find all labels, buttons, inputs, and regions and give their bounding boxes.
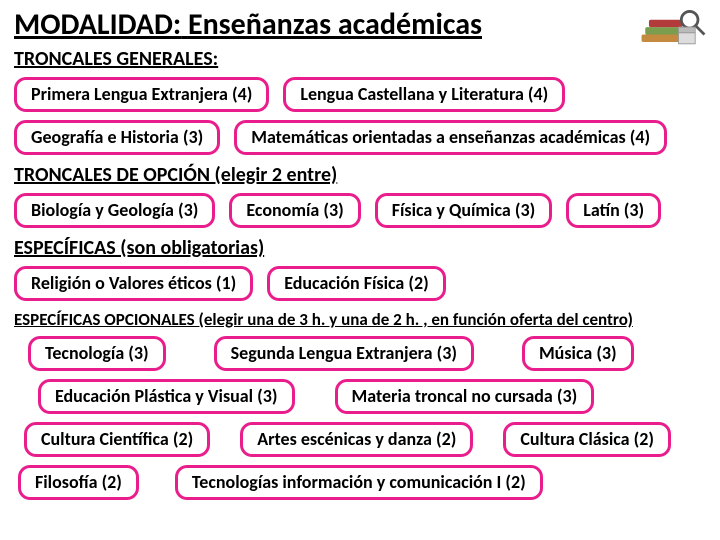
subject-pill: Latín (3) (566, 193, 661, 228)
title-prefix: MODALIDAD: (14, 6, 181, 43)
subject-pill: Cultura Clásica (2) (503, 422, 671, 457)
subject-pill: Tecnología (3) (28, 336, 166, 371)
subject-pill: Artes escénicas y danza (2) (240, 422, 473, 457)
slide-page: MODALIDAD: Enseñanzas académicas TRONCAL… (0, 0, 720, 500)
subject-pill: Primera Lengua Extranjera (4) (14, 77, 269, 112)
subject-pill: Segunda Lengua Extranjera (3) (214, 336, 474, 371)
subject-pill: Matemáticas orientadas a enseñanzas acad… (234, 120, 667, 155)
title-suffix: Enseñanzas académicas (188, 6, 482, 43)
subject-row: Cultura Científica (2) Artes escénicas y … (14, 422, 706, 457)
subject-pill: Religión o Valores éticos (1) (14, 266, 253, 301)
section-heading: ESPECÍFICAS OPCIONALES (elegir una de 3 … (14, 309, 706, 330)
subject-pill: Lengua Castellana y Literatura (4) (283, 77, 565, 112)
subject-pill: Cultura Científica (2) (24, 422, 210, 457)
subject-pill: Tecnologías información y comunicación I… (175, 465, 543, 500)
subject-pill: Educación Física (2) (267, 266, 446, 301)
subject-row: Primera Lengua Extranjera (4) Lengua Cast… (14, 77, 706, 112)
books-icon (636, 0, 710, 58)
subject-pill: Materia troncal no cursada (3) (335, 379, 595, 414)
subject-row: Geografía e Historia (3) Matemáticas orie… (14, 120, 706, 155)
subject-pill: Educación Plástica y Visual (3) (38, 379, 295, 414)
subject-row: Religión o Valores éticos (1) Educación F… (14, 266, 706, 301)
section-heading: ESPECÍFICAS (son obligatorias) (14, 236, 706, 260)
subject-pill: Filosofía (2) (18, 465, 139, 500)
subject-pill: Geografía e Historia (3) (14, 120, 220, 155)
subject-row: Biología y Geología (3) Economía (3) Físic… (14, 193, 706, 228)
subject-pill: Economía (3) (229, 193, 360, 228)
subject-pill: Música (3) (522, 336, 634, 371)
subject-row: Tecnología (3) Segunda Lengua Extranjera … (14, 336, 706, 371)
subject-pill: Biología y Geología (3) (14, 193, 215, 228)
section-heading: TRONCALES DE OPCIÓN (elegir 2 entre) (14, 163, 706, 187)
main-title: MODALIDAD: Enseñanzas académicas (14, 6, 706, 43)
section-heading: TRONCALES GENERALES: (14, 47, 706, 71)
subject-row: Filosofía (2) Tecnologías información y c… (14, 465, 706, 500)
subject-row: Educación Plástica y Visual (3) Materia t… (14, 379, 706, 414)
sections-container: TRONCALES GENERALES: Primera Lengua Extra… (14, 47, 706, 500)
subject-pill: Física y Química (3) (375, 193, 552, 228)
